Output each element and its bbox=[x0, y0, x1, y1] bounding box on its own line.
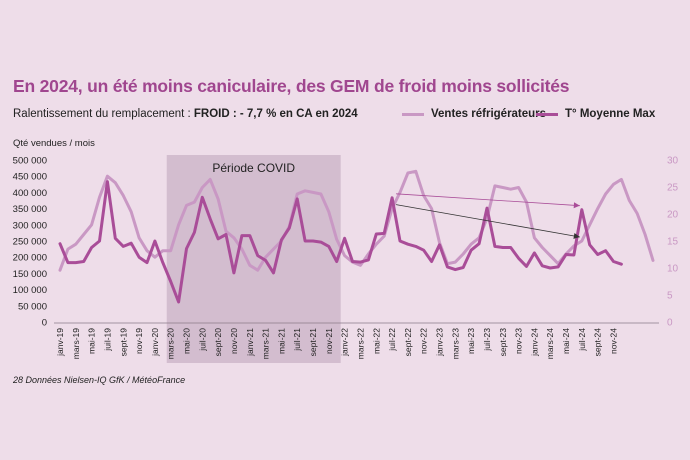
x-tick-label: janv-19 bbox=[55, 328, 65, 357]
x-tick-label: mars-24 bbox=[545, 328, 555, 359]
y2-tick-label: 25 bbox=[667, 183, 679, 194]
x-tick-label: mars-21 bbox=[261, 328, 271, 359]
x-tick-label: mai-24 bbox=[561, 328, 571, 354]
x-tick-label: nov-22 bbox=[419, 328, 429, 354]
trend-arrow-head bbox=[573, 202, 580, 209]
y-tick-label: 100 000 bbox=[13, 285, 47, 296]
x-tick-label: mai-23 bbox=[466, 328, 476, 354]
legend-sales-swatch bbox=[402, 112, 424, 116]
x-tick-label: juil-21 bbox=[292, 328, 302, 352]
y-tick-label: 450 000 bbox=[13, 172, 47, 183]
x-tick-label: sept-21 bbox=[308, 328, 318, 357]
x-tick-label: mai-21 bbox=[276, 328, 286, 354]
y-tick-label: 400 000 bbox=[13, 188, 47, 199]
x-tick-label: juil-23 bbox=[482, 328, 492, 352]
y2-tick-label: 5 bbox=[667, 291, 673, 302]
x-tick-label: janv-22 bbox=[340, 328, 350, 357]
trend-arrow-head bbox=[573, 233, 580, 239]
y-axis-label: Qté vendues / mois bbox=[13, 138, 95, 149]
x-tick-label: sept-23 bbox=[498, 328, 508, 357]
chart-subtitle: Ralentissement du remplacement : FROID :… bbox=[13, 108, 358, 120]
y-tick-label: 150 000 bbox=[13, 269, 47, 280]
legend-sales-label: Ventes réfrigérateurs bbox=[431, 108, 547, 120]
x-tick-label: sept-24 bbox=[593, 328, 603, 357]
y-tick-label: 50 000 bbox=[18, 301, 47, 312]
x-tick-label: nov-23 bbox=[514, 328, 524, 354]
x-tick-label: sept-19 bbox=[118, 328, 128, 357]
legend-temp-label: T° Moyenne Max bbox=[565, 108, 656, 120]
subtitle-highlight: FROID : - 7,7 % en CA en 2024 bbox=[193, 108, 358, 120]
x-tick-label: mars-19 bbox=[71, 328, 81, 359]
y-tick-label: 200 000 bbox=[13, 253, 47, 264]
legend-temp-swatch bbox=[536, 112, 558, 116]
trend-arrow-line bbox=[396, 204, 580, 238]
x-tick-label: juil-19 bbox=[102, 328, 112, 352]
x-tick-label: juil-20 bbox=[197, 328, 207, 352]
x-tick-label: mars-22 bbox=[355, 328, 365, 359]
x-tick-label: nov-24 bbox=[608, 328, 618, 354]
x-tick-label: janv-20 bbox=[150, 328, 160, 357]
x-tick-label: mai-20 bbox=[182, 328, 192, 354]
legend-item-sales: Ventes réfrigérateurs bbox=[402, 108, 546, 120]
x-tick-label: mars-20 bbox=[166, 328, 176, 359]
subtitle-prefix: Ralentissement du remplacement : bbox=[13, 108, 194, 120]
series-temp-line bbox=[58, 180, 623, 304]
covid-period-band bbox=[166, 155, 341, 363]
y-tick-label: 300 000 bbox=[13, 220, 47, 231]
y-tick-label: 350 000 bbox=[13, 204, 47, 215]
y-tick-label: 0 bbox=[42, 318, 47, 329]
y2-tick-label: 15 bbox=[667, 237, 679, 248]
x-tick-label: mai-19 bbox=[87, 328, 97, 354]
page-title: En 2024, un été moins caniculaire, des G… bbox=[13, 76, 570, 96]
x-tick-label: mai-22 bbox=[371, 328, 381, 354]
source-note: 28 Données Nielsen-IQ GfK / MétéoFrance bbox=[13, 375, 186, 385]
x-tick-label: nov-20 bbox=[229, 328, 239, 354]
x-tick-label: nov-19 bbox=[134, 328, 144, 354]
x-tick-label: sept-20 bbox=[213, 328, 223, 357]
x-tick-label: juil-22 bbox=[387, 328, 397, 352]
x-tick-label: nov-21 bbox=[324, 328, 334, 354]
trend-arrow-line bbox=[396, 193, 580, 207]
legend-item-temp: T° Moyenne Max bbox=[536, 108, 655, 120]
covid-period-label: Période COVID bbox=[212, 161, 295, 175]
x-tick-label: mars-23 bbox=[450, 328, 460, 359]
x-tick-label: janv-21 bbox=[245, 328, 255, 357]
y2-tick-label: 30 bbox=[667, 156, 679, 167]
y2-tick-label: 20 bbox=[667, 210, 679, 221]
y-tick-label: 500 000 bbox=[13, 156, 47, 167]
x-tick-label: juil-24 bbox=[577, 328, 587, 352]
x-tick-label: sept-22 bbox=[403, 328, 413, 357]
x-tick-label: janv-24 bbox=[529, 328, 539, 357]
y-tick-label: 250 000 bbox=[13, 237, 47, 248]
y2-tick-label: 10 bbox=[667, 264, 679, 275]
x-tick-label: janv-23 bbox=[435, 328, 445, 357]
y2-tick-label: 0 bbox=[667, 318, 673, 329]
